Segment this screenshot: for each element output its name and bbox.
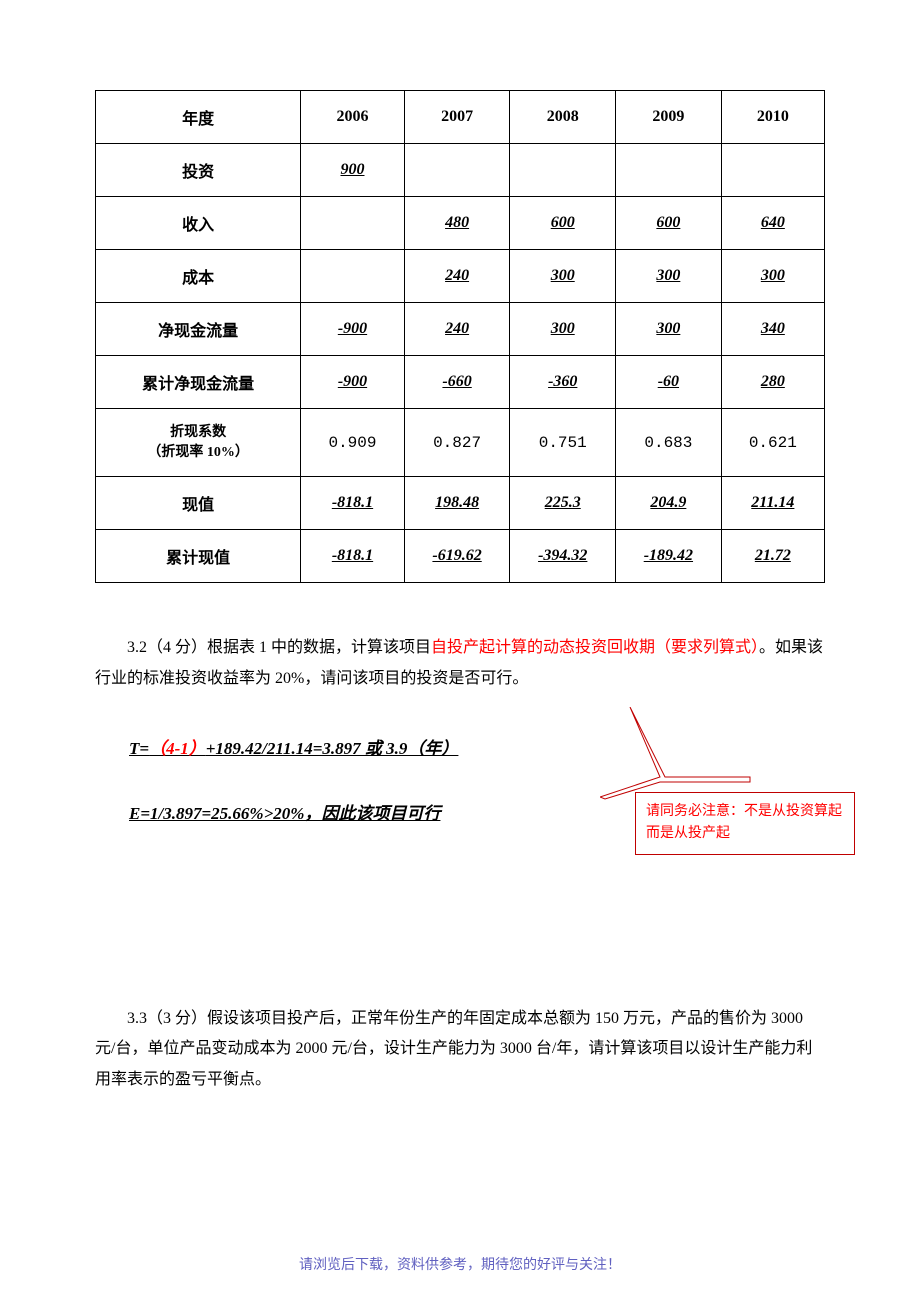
- formula-t-prefix: T=: [129, 739, 149, 758]
- table-cell: 0.751: [510, 409, 616, 477]
- row-label: 折现系数（折现率 10%）: [96, 409, 301, 477]
- table-cell: 340: [721, 303, 824, 356]
- table-cell: 21.72: [721, 530, 824, 583]
- table-cell: 300: [616, 250, 722, 303]
- table-cell: 640: [721, 197, 824, 250]
- callout-arrow-icon: [600, 707, 800, 817]
- table-cell: -818.1: [301, 530, 405, 583]
- table-row: 成本240300300300: [96, 250, 824, 303]
- table-cell: 225.3: [510, 477, 616, 530]
- table-row: 累计现值-818.1-619.62-394.32-189.4221.72: [96, 530, 824, 583]
- table-header-row: 年度 2006 2007 2008 2009 2010: [96, 91, 824, 144]
- formula-t-red: （4-1）: [149, 739, 206, 758]
- table-row: 投资900: [96, 144, 824, 197]
- table-cell: [301, 250, 405, 303]
- table-row: 收入480600600640: [96, 197, 824, 250]
- q32-prefix: 3.2（4 分）根据表 1 中的数据，计算该项目: [127, 639, 431, 656]
- data-table: 年度 2006 2007 2008 2009 2010 投资900收入48060…: [96, 90, 824, 583]
- table-body: 投资900收入480600600640成本240300300300净现金流量-9…: [96, 144, 824, 583]
- table-cell: 198.48: [404, 477, 510, 530]
- table-cell: 240: [404, 303, 510, 356]
- table-cell: -900: [301, 356, 405, 409]
- table-cell: 300: [616, 303, 722, 356]
- table-cell: 600: [510, 197, 616, 250]
- table-cell: 300: [510, 250, 616, 303]
- table-cell: 300: [510, 303, 616, 356]
- table-cell: [510, 144, 616, 197]
- row-label: 成本: [96, 250, 301, 303]
- col-header-2010: 2010: [721, 91, 824, 144]
- table-cell: 480: [404, 197, 510, 250]
- row-label: 累计现值: [96, 530, 301, 583]
- row-label: 投资: [96, 144, 301, 197]
- table-cell: 900: [301, 144, 405, 197]
- question-3-2: 3.2（4 分）根据表 1 中的数据，计算该项目自投产起计算的动态投资回收期（要…: [95, 633, 825, 694]
- question-3-3: 3.3（3 分）假设该项目投产后，正常年份生产的年固定成本总额为 150 万元，…: [95, 1004, 825, 1095]
- table-cell: -60: [616, 356, 722, 409]
- table-cell: -189.42: [616, 530, 722, 583]
- table-cell: 0.827: [404, 409, 510, 477]
- col-header-2008: 2008: [510, 91, 616, 144]
- col-header-2009: 2009: [616, 91, 722, 144]
- data-table-wrap: 年度 2006 2007 2008 2009 2010 投资900收入48060…: [95, 90, 825, 583]
- table-row: 净现金流量-900240300300340: [96, 303, 824, 356]
- table-cell: [404, 144, 510, 197]
- table-cell: 300: [721, 250, 824, 303]
- table-cell: -360: [510, 356, 616, 409]
- col-header-year: 年度: [96, 91, 301, 144]
- col-header-2006: 2006: [301, 91, 405, 144]
- page-footer: 请浏览后下载，资料供参考，期待您的好评与关注！: [0, 1254, 920, 1274]
- table-cell: [721, 144, 824, 197]
- table-row: 现值-818.1198.48225.3204.9211.14: [96, 477, 824, 530]
- table-cell: [301, 197, 405, 250]
- table-cell: 0.683: [616, 409, 722, 477]
- table-row: 累计净现金流量-900-660-360-60280: [96, 356, 824, 409]
- table-cell: 204.9: [616, 477, 722, 530]
- table-cell: 240: [404, 250, 510, 303]
- col-header-2007: 2007: [404, 91, 510, 144]
- q32-red: 自投产起计算的动态投资回收期（要求列算式）: [431, 639, 759, 656]
- table-cell: 600: [616, 197, 722, 250]
- table-cell: -394.32: [510, 530, 616, 583]
- formula-t-rest: +189.42/211.14=3.897 或 3.9（年）: [206, 739, 459, 758]
- table-cell: -660: [404, 356, 510, 409]
- table-cell: 211.14: [721, 477, 824, 530]
- table-cell: 0.909: [301, 409, 405, 477]
- row-label: 收入: [96, 197, 301, 250]
- table-row: 折现系数（折现率 10%）0.9090.8270.7510.6830.621: [96, 409, 824, 477]
- table-cell: 0.621: [721, 409, 824, 477]
- row-label: 现值: [96, 477, 301, 530]
- table-cell: -900: [301, 303, 405, 356]
- table-cell: [616, 144, 722, 197]
- table-cell: -619.62: [404, 530, 510, 583]
- callout-annotation: 请同务必注意：不是从投资算起而是从投产起: [635, 792, 855, 855]
- table-cell: 280: [721, 356, 824, 409]
- row-label: 累计净现金流量: [96, 356, 301, 409]
- table-cell: -818.1: [301, 477, 405, 530]
- row-label: 净现金流量: [96, 303, 301, 356]
